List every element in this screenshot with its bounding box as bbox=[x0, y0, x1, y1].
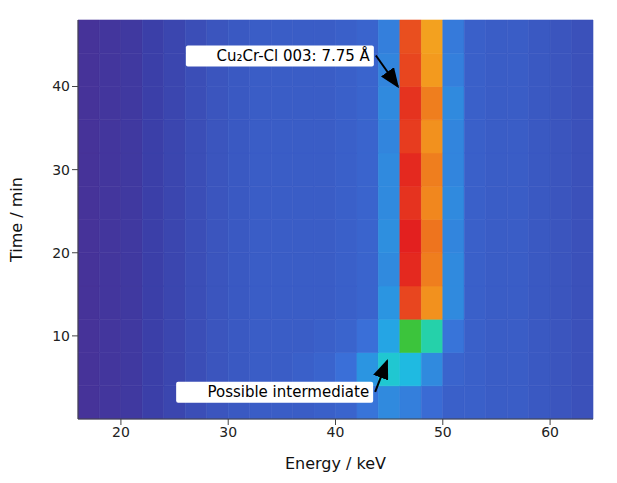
svg-text:Cu₂Cr-Cl 003: 7.75 Å: Cu₂Cr-Cl 003: 7.75 Å bbox=[216, 46, 370, 65]
svg-text:Energy / keV: Energy / keV bbox=[285, 454, 386, 473]
svg-text:30: 30 bbox=[219, 424, 237, 440]
svg-text:40: 40 bbox=[327, 424, 345, 440]
svg-text:Time / min: Time / min bbox=[7, 177, 26, 263]
svg-text:20: 20 bbox=[112, 424, 130, 440]
svg-text:20: 20 bbox=[52, 245, 70, 261]
svg-text:50: 50 bbox=[434, 424, 452, 440]
svg-text:Possible intermediate: Possible intermediate bbox=[207, 383, 369, 401]
svg-text:40: 40 bbox=[52, 78, 70, 94]
svg-text:30: 30 bbox=[52, 162, 70, 178]
svg-text:60: 60 bbox=[541, 424, 559, 440]
svg-text:10: 10 bbox=[52, 328, 70, 344]
